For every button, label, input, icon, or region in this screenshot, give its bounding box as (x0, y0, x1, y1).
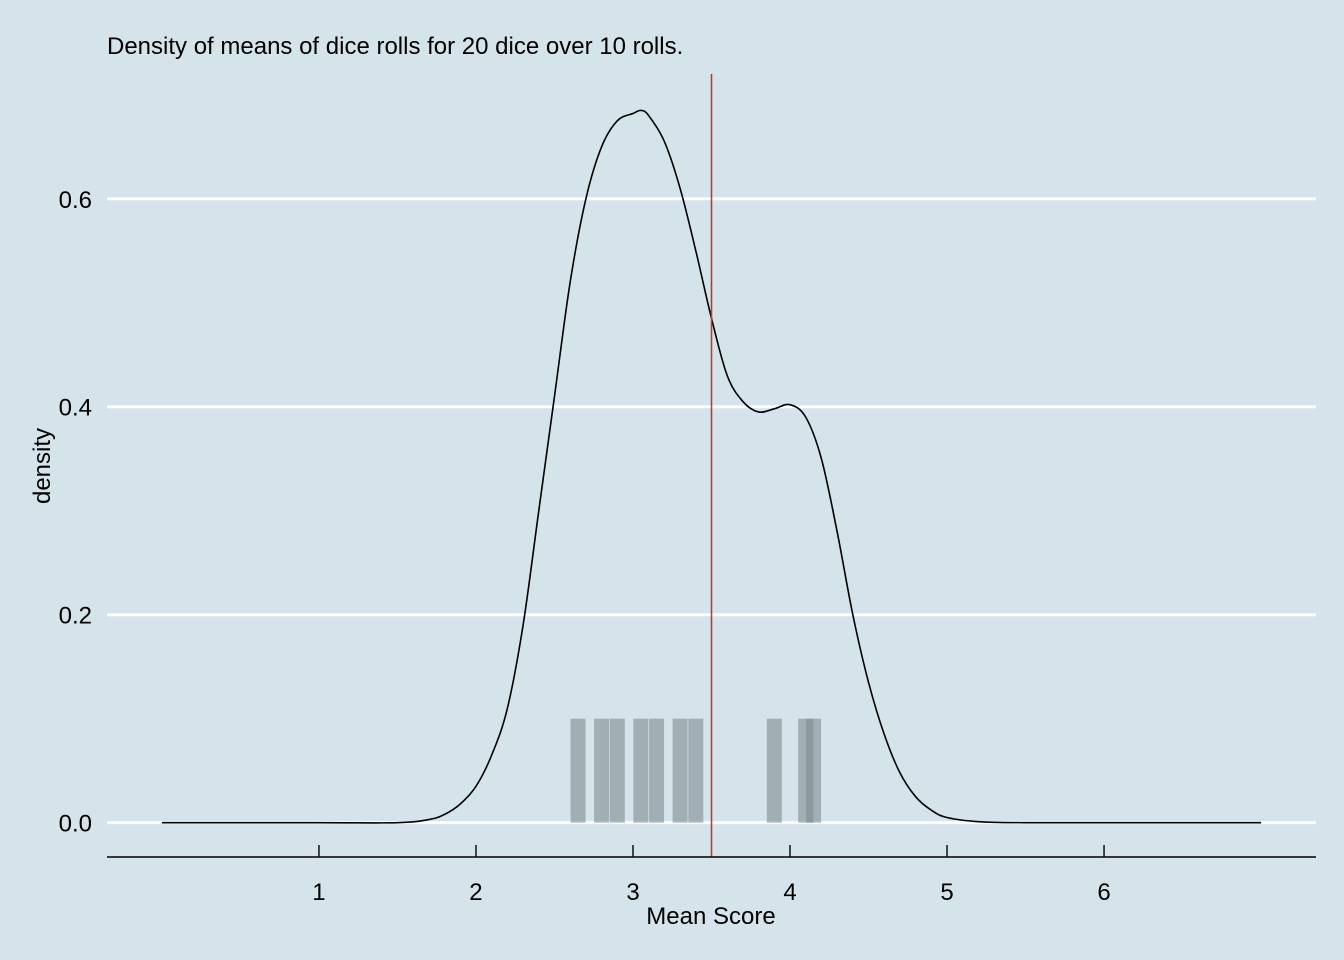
x-axis-ticks: 1 2 3 4 5 6 (312, 845, 1111, 906)
y-tick-label-1: 0.2 (59, 603, 92, 630)
x-tick-label-2: 3 (626, 879, 639, 906)
y-tick-label-0: 0.0 (59, 811, 92, 838)
x-tick-label-4: 5 (940, 879, 953, 906)
x-tick-label-5: 6 (1097, 879, 1110, 906)
x-tick-label-3: 4 (783, 879, 796, 906)
x-tick-label-0: 1 (312, 879, 325, 906)
rug-mark-5 (672, 718, 688, 823)
x-tick-label-1: 2 (469, 879, 482, 906)
rug-mark-2 (609, 718, 625, 823)
density-curve (161, 109, 1262, 824)
x-axis-label: Mean Score (646, 903, 775, 930)
y-tick-label-2: 0.4 (59, 395, 92, 422)
y-axis-ticks: 0.0 0.2 0.4 0.6 (59, 187, 92, 838)
rug-mark-0 (570, 718, 586, 823)
rug-mark-6 (688, 718, 704, 823)
rug-mark-1 (594, 718, 610, 823)
y-axis-label: density (29, 428, 56, 504)
rug-mark-3 (633, 718, 649, 823)
rug-mark-7 (766, 718, 782, 823)
rug-marks (570, 718, 822, 823)
rug-mark-4 (649, 718, 665, 823)
rug-mark-9 (806, 718, 822, 823)
y-tick-label-3: 0.6 (59, 187, 92, 214)
chart-title: Density of means of dice rolls for 20 di… (107, 33, 683, 60)
